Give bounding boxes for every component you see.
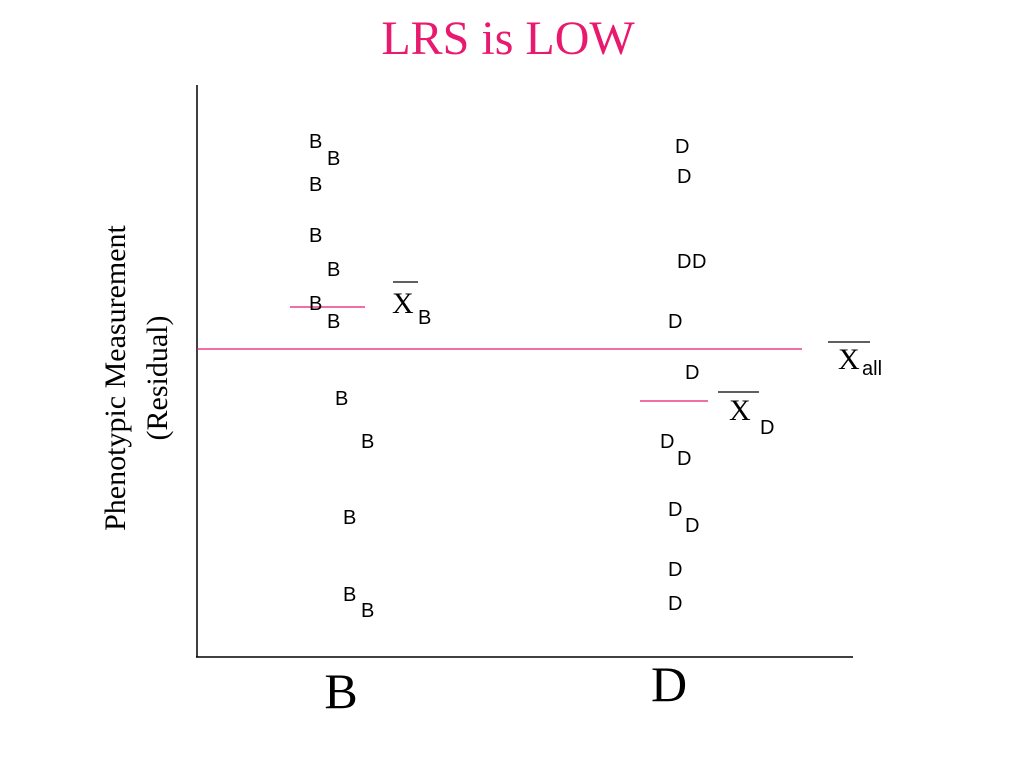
- data-point: D: [677, 166, 691, 188]
- group-label: B: [324, 663, 357, 719]
- y-axis-label-line: (Residual): [141, 316, 174, 441]
- title: LRS is LOW: [381, 12, 635, 65]
- data-point: D: [685, 362, 699, 384]
- data-point: D: [668, 593, 682, 615]
- group-label: D: [651, 656, 687, 712]
- data-point: D: [668, 499, 682, 521]
- mean-subscript: all: [862, 358, 882, 380]
- data-point: B: [309, 293, 322, 315]
- data-point: B: [361, 431, 374, 453]
- data-point: D: [677, 448, 691, 470]
- mean-symbol: X: [392, 287, 414, 320]
- data-point: B: [309, 225, 322, 247]
- data-point: B: [327, 148, 340, 170]
- data-point: D: [668, 559, 682, 581]
- data-point: D: [692, 251, 706, 273]
- y-axis-label: Phenotypic Measurement (Residual): [99, 224, 174, 530]
- data-point: D: [668, 311, 682, 333]
- data-point: B: [309, 131, 322, 153]
- mean-symbol: X: [729, 394, 751, 427]
- data-point: D: [677, 251, 691, 273]
- data-point: B: [343, 584, 356, 606]
- data-point: B: [361, 600, 374, 622]
- data-point: B: [327, 311, 340, 333]
- data-point: D: [660, 431, 674, 453]
- data-point: B: [327, 259, 340, 281]
- data-point: B: [309, 174, 322, 196]
- data-point: D: [685, 515, 699, 537]
- y-axis-label-line: Phenotypic Measurement: [99, 224, 132, 530]
- data-point: D: [675, 136, 689, 158]
- data-point: B: [343, 507, 356, 529]
- mean-symbol: X: [838, 343, 860, 376]
- mean-subscript: D: [760, 417, 774, 439]
- mean-subscript: B: [418, 307, 431, 329]
- data-point: B: [335, 388, 348, 410]
